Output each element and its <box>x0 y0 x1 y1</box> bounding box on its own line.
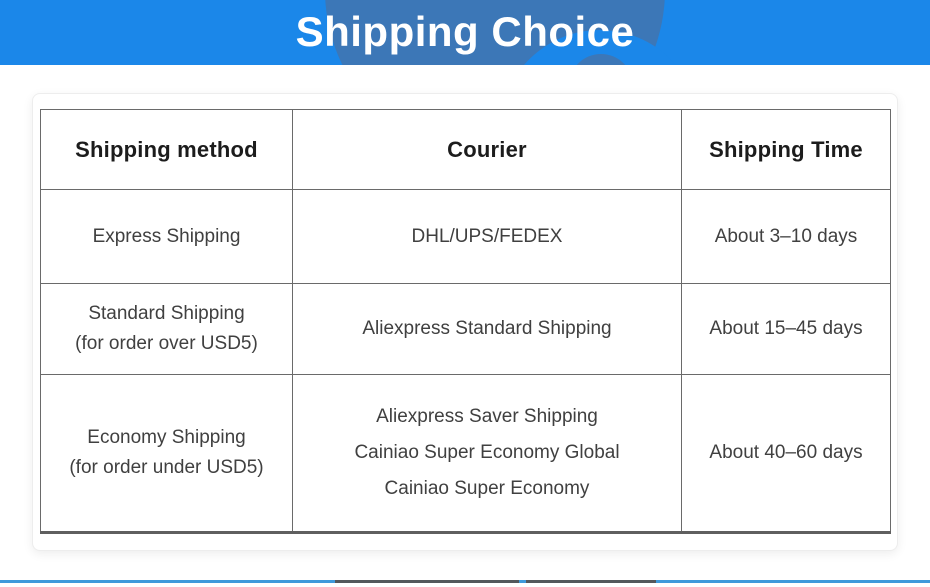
table-row: Express Shipping DHL/UPS/FEDEX About 3–1… <box>40 189 891 284</box>
cell-text: DHL/UPS/FEDEX <box>411 225 563 247</box>
table-header-row: Shipping method Courier Shipping Time <box>40 109 891 190</box>
page-title: Shipping Choice <box>295 8 635 55</box>
banner: Shipping Choice <box>0 0 930 65</box>
cell-shipping-method: Express Shipping <box>40 189 293 284</box>
column-header-courier: Courier <box>292 109 682 190</box>
column-header-shipping-time: Shipping Time <box>681 109 891 190</box>
cell-shipping-method: Economy Shipping (for order under USD5) <box>40 374 293 533</box>
cell-courier: DHL/UPS/FEDEX <box>292 189 682 284</box>
cell-text: Economy Shipping <box>87 427 246 448</box>
cell-text: About 15–45 days <box>709 318 863 339</box>
cell-text: Cainiao Super Economy <box>384 478 590 499</box>
cell-text: Aliexpress Saver Shipping <box>376 406 598 427</box>
footer-accent-bar <box>0 580 930 583</box>
cell-shipping-time: About 3–10 days <box>681 189 891 284</box>
banner-decorative-blob-small <box>569 54 633 65</box>
cell-courier: Aliexpress Standard Shipping <box>292 283 682 375</box>
footer-dark-segment <box>526 580 656 583</box>
cell-text: Standard Shipping <box>88 303 245 324</box>
shipping-table: Shipping method Courier Shipping Time Ex… <box>40 109 891 534</box>
cell-text: Aliexpress Standard Shipping <box>362 318 612 339</box>
cell-courier: Aliexpress Saver Shipping Cainiao Super … <box>292 374 682 533</box>
footer-dark-segment <box>335 580 519 583</box>
column-header-shipping-method: Shipping method <box>40 109 293 190</box>
cell-text: (for order under USD5) <box>69 457 264 478</box>
table-row: Standard Shipping (for order over USD5) … <box>40 283 891 375</box>
cell-text: Cainiao Super Economy Global <box>354 442 620 463</box>
cell-text: About 40–60 days <box>709 442 863 463</box>
cell-text: About 3–10 days <box>714 225 858 247</box>
shipping-table-card: Shipping method Courier Shipping Time Ex… <box>32 93 898 551</box>
cell-shipping-method: Standard Shipping (for order over USD5) <box>40 283 293 375</box>
table-row: Economy Shipping (for order under USD5) … <box>40 374 891 533</box>
cell-text: (for order over USD5) <box>75 333 258 354</box>
cell-text: Express Shipping <box>92 225 241 247</box>
cell-shipping-time: About 40–60 days <box>681 374 891 533</box>
cell-shipping-time: About 15–45 days <box>681 283 891 375</box>
